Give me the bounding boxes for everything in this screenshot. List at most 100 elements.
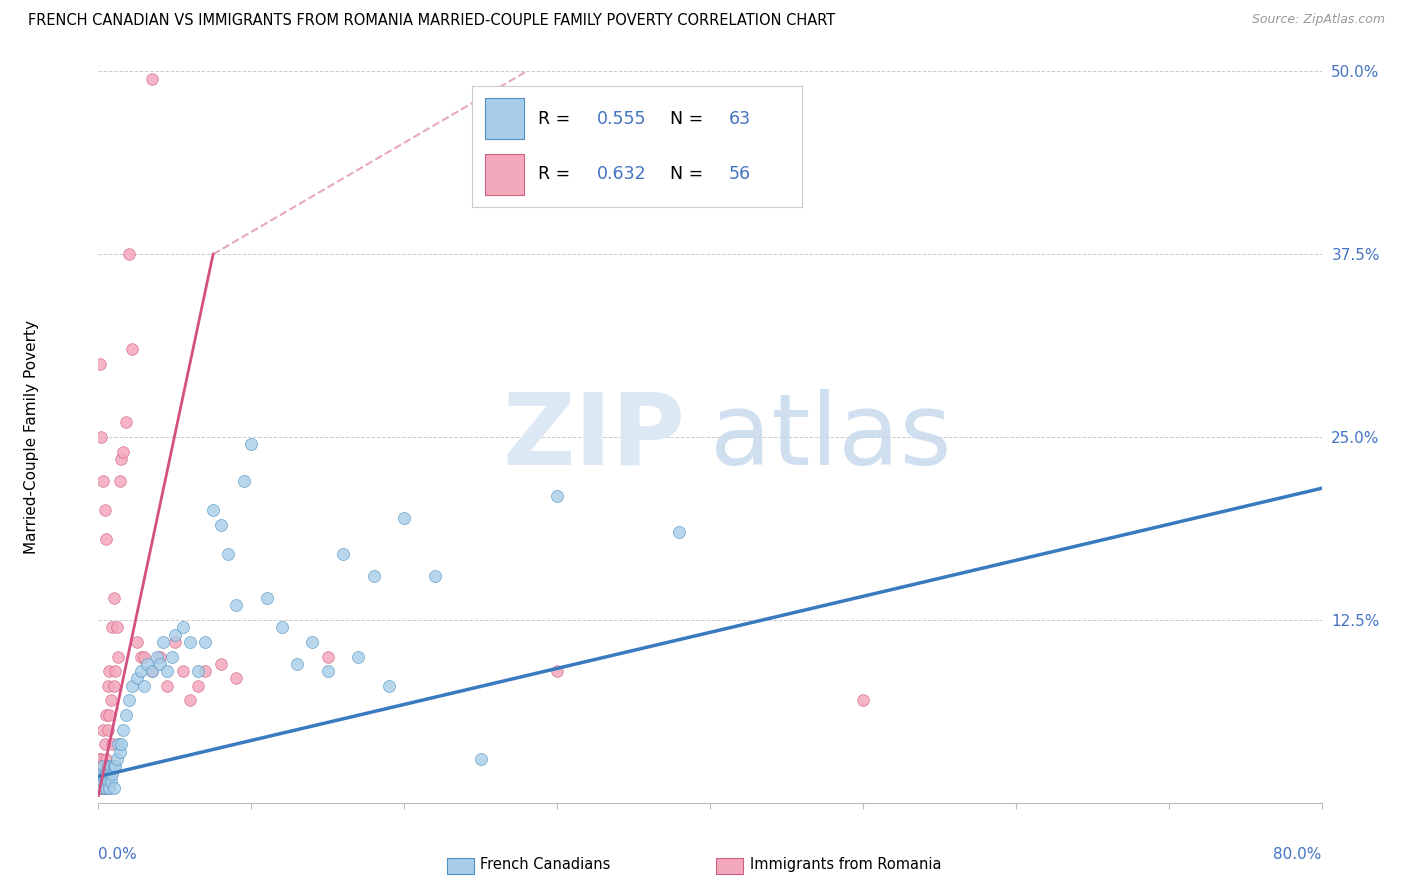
Text: 0.0%: 0.0% — [98, 847, 138, 862]
Point — [156, 679, 179, 693]
Point — [91, 723, 114, 737]
Point — [97, 759, 120, 773]
Point — [232, 474, 254, 488]
Point — [134, 649, 156, 664]
Point — [141, 664, 163, 678]
Point — [149, 657, 172, 671]
Point — [110, 452, 132, 467]
Text: atlas: atlas — [710, 389, 952, 485]
Point — [225, 672, 247, 686]
Point — [90, 781, 112, 796]
Point — [93, 773, 115, 788]
Point — [90, 773, 112, 788]
Point — [111, 723, 134, 737]
Point — [93, 781, 115, 796]
Point — [89, 759, 111, 773]
Point — [332, 547, 354, 561]
Point — [209, 657, 232, 671]
Point — [115, 708, 138, 723]
Text: Married-Couple Family Poverty: Married-Couple Family Poverty — [24, 320, 38, 554]
Point — [89, 766, 111, 780]
Point — [103, 781, 125, 796]
Point — [91, 759, 114, 773]
Point — [209, 517, 232, 532]
Point — [121, 679, 143, 693]
Point — [149, 649, 172, 664]
Point — [316, 664, 339, 678]
Point — [129, 649, 152, 664]
Point — [240, 437, 263, 451]
Point — [91, 474, 114, 488]
Point — [423, 569, 446, 583]
Point — [89, 773, 111, 788]
Point — [202, 503, 225, 517]
Point — [129, 664, 152, 678]
Point — [101, 737, 124, 751]
Point — [125, 635, 148, 649]
Point — [90, 773, 112, 788]
Point — [134, 679, 156, 693]
Point — [103, 591, 125, 605]
Point — [172, 620, 194, 634]
Point — [104, 759, 127, 773]
Point — [98, 781, 121, 796]
Point — [172, 664, 194, 678]
Text: Source: ZipAtlas.com: Source: ZipAtlas.com — [1251, 13, 1385, 27]
Point — [156, 664, 179, 678]
Point — [285, 657, 308, 671]
Point — [546, 489, 568, 503]
Point — [163, 627, 186, 641]
Point — [97, 766, 120, 780]
Point — [100, 773, 122, 788]
Point — [118, 247, 141, 261]
Point — [141, 71, 163, 86]
Point — [90, 766, 112, 780]
Point — [103, 759, 125, 773]
Point — [90, 430, 112, 444]
Point — [125, 672, 148, 686]
Point — [179, 693, 201, 707]
Point — [89, 357, 111, 371]
Point — [98, 708, 121, 723]
Point — [100, 766, 122, 780]
Text: FRENCH CANADIAN VS IMMIGRANTS FROM ROMANIA MARRIED-COUPLE FAMILY POVERTY CORRELA: FRENCH CANADIAN VS IMMIGRANTS FROM ROMAN… — [28, 13, 835, 29]
Point — [105, 752, 128, 766]
Point — [97, 773, 120, 788]
Point — [93, 737, 115, 751]
Text: Immigrants from Romania: Immigrants from Romania — [751, 857, 942, 872]
Point — [94, 533, 117, 547]
Point — [91, 781, 114, 796]
Point — [546, 664, 568, 678]
Point — [301, 635, 323, 649]
Point — [94, 752, 117, 766]
Point — [160, 649, 183, 664]
Point — [316, 649, 339, 664]
Point — [187, 679, 209, 693]
Point — [94, 766, 117, 780]
Point — [110, 737, 132, 751]
Point — [194, 664, 217, 678]
Point — [100, 693, 122, 707]
Point — [270, 620, 292, 634]
Point — [89, 752, 111, 766]
Point — [105, 620, 128, 634]
Point — [152, 635, 174, 649]
Point — [107, 649, 129, 664]
Point — [97, 723, 120, 737]
Point — [94, 781, 117, 796]
Point — [98, 664, 121, 678]
Point — [111, 444, 134, 458]
Text: ZIP: ZIP — [503, 389, 686, 485]
Point — [101, 620, 124, 634]
Point — [108, 745, 131, 759]
Point — [363, 569, 385, 583]
Point — [108, 474, 131, 488]
Point — [225, 599, 247, 613]
Text: 80.0%: 80.0% — [1274, 847, 1322, 862]
Point — [89, 781, 111, 796]
Point — [145, 649, 167, 664]
Point — [100, 759, 122, 773]
Point — [89, 773, 111, 788]
Point — [104, 664, 127, 678]
Point — [91, 766, 114, 780]
